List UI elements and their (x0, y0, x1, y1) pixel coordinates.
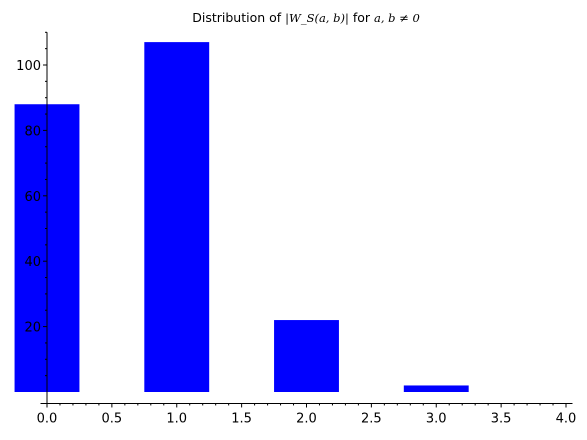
bar-2 (274, 320, 339, 392)
x-tick-label: 2.5 (361, 411, 382, 426)
bar-1 (144, 42, 210, 393)
y-tick-label: 60 (24, 190, 41, 205)
bar-3 (403, 385, 469, 392)
y-tick-label: 20 (24, 321, 41, 336)
axes: 0.0 0.5 1.0 1.5 2.0 2.5 3.0 3.5 4.0 20 40 60 80 100 (16, 31, 577, 426)
title-prefix: Distribution of (192, 10, 285, 25)
title-condition: a, b ≠ 0 (374, 11, 420, 25)
chart-title-text: Distribution of |W_S(a, b)| for a, b ≠ 0 (192, 10, 420, 26)
bars (14, 42, 469, 393)
x-tick-label: 4.0 (556, 411, 577, 426)
x-tick-label: 3.5 (491, 411, 512, 426)
y-tick-label: 80 (24, 124, 41, 139)
x-tick-label: 1.5 (231, 411, 252, 426)
y-tick-label: 40 (24, 255, 41, 270)
title-connector: for (349, 10, 374, 25)
x-tick-label: 0.0 (37, 411, 58, 426)
x-tick-label: 1.0 (166, 411, 187, 426)
title-quantity: |W_S(a, b)| (285, 11, 349, 26)
chart-title: Distribution of |W_S(a, b)| for a, b ≠ 0 (192, 10, 420, 26)
x-tick-label: 0.5 (102, 411, 123, 426)
y-tick-label: 100 (16, 59, 41, 74)
x-tick-label: 2.0 (296, 411, 317, 426)
x-tick-label: 3.0 (426, 411, 447, 426)
